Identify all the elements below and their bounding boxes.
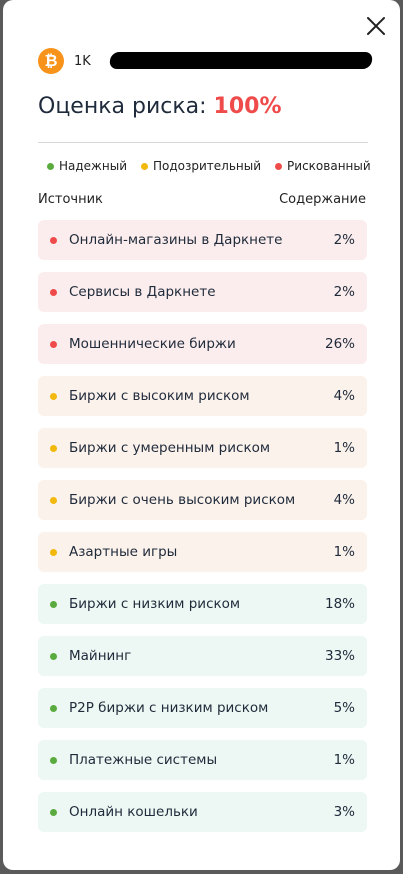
legend-item: Надежный xyxy=(47,159,127,173)
source-percentage: 18% xyxy=(324,596,355,612)
source-row: Майнинг 33% xyxy=(38,636,367,676)
risk-level-dot xyxy=(50,600,57,608)
source-row: Биржи с умеренным риском 1% xyxy=(38,428,367,468)
source-label: Азартные игры xyxy=(69,544,178,560)
source-label: Биржи с умеренным риском xyxy=(69,440,271,456)
risk-score-title: Оценка риска: 100% xyxy=(38,94,281,119)
source-row: Сервисы в Даркнете 2% xyxy=(38,272,367,312)
source-percentage: 4% xyxy=(333,388,355,404)
source-percentage: 33% xyxy=(324,648,355,664)
source-label: Онлайн-магазины в Даркнете xyxy=(69,232,283,248)
close-icon xyxy=(367,17,385,35)
risk-score-value: 100% xyxy=(213,94,282,119)
source-percentage: 2% xyxy=(333,284,355,300)
column-header-source: Источник xyxy=(38,192,103,207)
risk-legend: Надежный Подозрительный Рискованный xyxy=(47,159,371,173)
source-row: Азартные игры 1% xyxy=(38,532,367,572)
source-percentage: 1% xyxy=(333,440,355,456)
legend-dot xyxy=(47,162,54,170)
source-percentage: 26% xyxy=(324,336,355,352)
legend-label: Надежный xyxy=(59,159,127,173)
legend-label: Рискованный xyxy=(287,159,371,173)
risk-level-dot xyxy=(50,444,57,452)
source-row: Онлайн кошельки 3% xyxy=(38,792,367,832)
risk-level-dot xyxy=(50,756,57,764)
source-label: Биржи с низким риском xyxy=(69,596,241,612)
risk-level-dot xyxy=(50,548,57,556)
legend-label: Подозрительный xyxy=(153,159,262,173)
source-label: Майнинг xyxy=(69,648,132,664)
source-label: Биржи с высоким риском xyxy=(69,388,250,404)
risk-level-dot xyxy=(50,340,57,348)
source-label: Сервисы в Даркнете xyxy=(69,284,216,300)
source-percentage: 2% xyxy=(333,232,355,248)
source-row: P2P биржи с низким риском 5% xyxy=(38,688,367,728)
source-label: Мошеннические биржи xyxy=(69,336,236,352)
legend-item: Рискованный xyxy=(275,159,371,173)
legend-item: Подозрительный xyxy=(141,159,261,173)
source-row: Платежные системы 1% xyxy=(38,740,367,780)
column-header-content: Содержание xyxy=(279,192,366,207)
risk-score-label: Оценка риска: xyxy=(38,94,207,119)
risk-modal: ₿ 1K Оценка риска: 100% Надежный Подозрит… xyxy=(3,0,400,870)
source-percentage: 1% xyxy=(333,544,355,560)
risk-level-dot xyxy=(50,808,57,816)
source-percentage: 5% xyxy=(333,700,355,716)
close-button[interactable] xyxy=(364,14,388,38)
source-label: Онлайн кошельки xyxy=(69,804,198,820)
source-percentage: 1% xyxy=(333,752,355,768)
risk-level-dot xyxy=(50,288,57,296)
wallet-address: 1K xyxy=(74,53,91,69)
source-list: Онлайн-магазины в Даркнете 2% Сервисы в Да… xyxy=(38,220,367,844)
source-row: Онлайн-магазины в Даркнете 2% xyxy=(38,220,367,260)
risk-level-dot xyxy=(50,496,57,504)
divider xyxy=(38,142,368,143)
source-label: Платежные системы xyxy=(69,752,218,768)
source-percentage: 3% xyxy=(333,804,355,820)
source-row: Мошеннические биржи 26% xyxy=(38,324,367,364)
legend-dot xyxy=(275,162,283,170)
source-row: Биржи с низким риском 18% xyxy=(38,584,367,624)
address-redaction xyxy=(108,52,374,69)
source-label: Биржи с очень высоким риском xyxy=(69,492,296,508)
risk-level-dot xyxy=(50,236,57,244)
source-percentage: 4% xyxy=(333,492,355,508)
bitcoin-icon: ₿ xyxy=(38,48,64,74)
legend-dot xyxy=(141,162,148,170)
risk-level-dot xyxy=(50,704,57,712)
source-row: Биржи с высоким риском 4% xyxy=(38,376,367,416)
source-label: P2P биржи с низким риском xyxy=(69,700,269,716)
risk-level-dot xyxy=(50,392,57,400)
source-row: Биржи с очень высоким риском 4% xyxy=(38,480,367,520)
risk-level-dot xyxy=(50,652,57,660)
wallet-address-row: ₿ 1K xyxy=(38,47,374,75)
